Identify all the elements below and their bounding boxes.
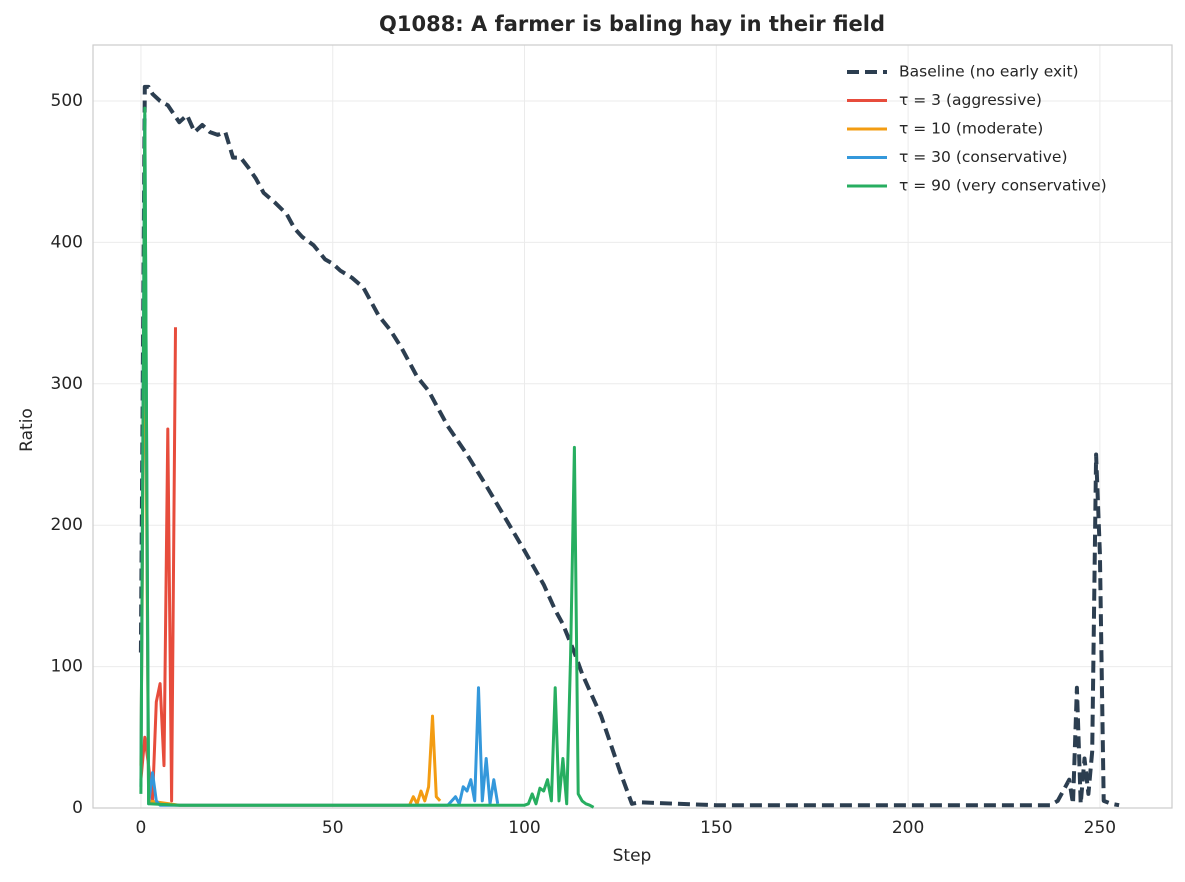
y-tick-label: 0 <box>72 798 83 818</box>
legend-label: τ = 10 (moderate) <box>899 120 1043 138</box>
x-tick-label: 200 <box>892 818 924 838</box>
series-line <box>139 113 500 807</box>
series-line <box>139 106 595 809</box>
y-tick-label: 200 <box>51 515 83 535</box>
y-axis-label: Ratio <box>17 408 37 452</box>
plot-frame <box>92 44 1173 809</box>
chart-title: Q1088: A farmer is baling hay in their f… <box>379 12 885 36</box>
x-tick-label: 250 <box>1084 818 1116 838</box>
y-tick-label: 300 <box>51 374 83 394</box>
y-tick-label: 100 <box>51 657 83 677</box>
x-tick-label: 50 <box>322 818 344 838</box>
x-tick-label: 150 <box>700 818 732 838</box>
legend-label: τ = 3 (aggressive) <box>899 91 1042 109</box>
x-tick-label: 0 <box>136 818 147 838</box>
x-axis-label: Step <box>613 846 652 866</box>
y-tick-label: 500 <box>51 91 83 111</box>
legend-label: Baseline (no early exit) <box>899 63 1079 81</box>
series-line <box>139 327 177 803</box>
legend-label: τ = 30 (conservative) <box>899 148 1068 166</box>
y-tick-label: 400 <box>51 232 83 252</box>
legend-label: τ = 90 (very conservative) <box>899 177 1107 195</box>
x-tick-label: 100 <box>508 818 540 838</box>
series-line <box>138 84 1120 808</box>
